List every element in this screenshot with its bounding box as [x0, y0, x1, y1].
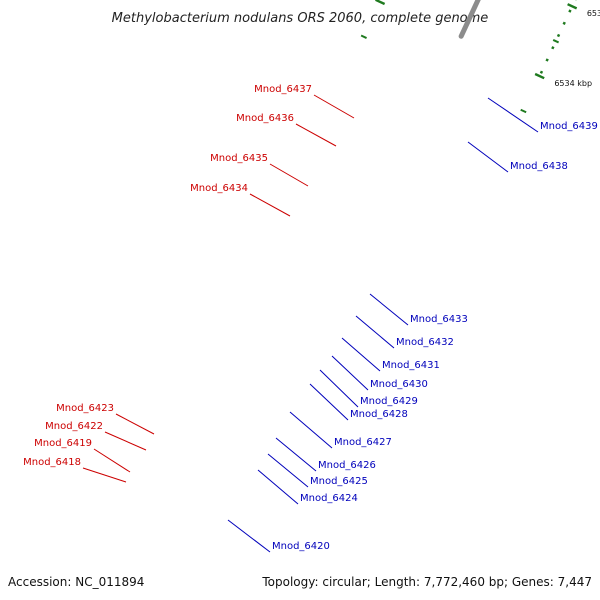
gene-label: Mnod_6439 [540, 121, 598, 132]
label-leader-line [269, 163, 309, 187]
minor-tick [552, 39, 560, 44]
label-leader-line [275, 437, 317, 472]
label-leader-line [82, 467, 127, 483]
gene-label: Mnod_6429 [360, 396, 418, 407]
gene-label: Mnod_6424 [300, 493, 358, 504]
gene-labels-layer: Mnod_6437 Mnod_6436 Mnod_6435 Mnod_6434 Mnod… [23, 84, 598, 553]
gene-label: Mnod_6437 [254, 84, 312, 95]
label-leader-line [369, 293, 409, 326]
label-leader-line [319, 369, 359, 408]
label-leader-line [487, 97, 539, 133]
gene-label: Mnod_6419 [34, 438, 92, 449]
gene-label: Mnod_6425 [310, 476, 368, 487]
gene-label: Mnod_6420 [272, 541, 330, 552]
gene-label: Mnod_6431 [382, 360, 440, 371]
gene-label: Mnod_6427 [334, 437, 392, 448]
label-leader-line [257, 469, 299, 505]
gene-label: Mnod_6436 [236, 113, 294, 124]
gene-label: Mnod_6423 [56, 403, 114, 414]
scale-ticks-layer: 6516 kbp6518 kbp6520 kbp6522 kbp6524 kbp… [360, 0, 600, 114]
gene-label: Mnod_6433 [410, 314, 468, 325]
label-leader-line [289, 411, 333, 449]
label-leader-line [227, 519, 271, 553]
label-leader-line [309, 383, 349, 421]
map-title: Methylobacterium nodulans ORS 2060, comp… [112, 11, 489, 26]
gene-label: Mnod_6430 [370, 379, 428, 390]
gene-label: Mnod_6438 [510, 161, 568, 172]
gene-label: Mnod_6426 [318, 460, 376, 471]
gene-label: Mnod_6432 [396, 337, 454, 348]
gene-label: Mnod_6434 [190, 183, 248, 194]
minor-tick [360, 34, 367, 39]
scale-tick [567, 3, 578, 10]
gene-label: Mnod_6418 [23, 457, 81, 468]
scale-tick-label: 6534 kbp [554, 79, 592, 88]
label-leader-line [467, 141, 509, 173]
gene-label: Mnod_6422 [45, 421, 103, 432]
scale-tick [375, 0, 386, 6]
label-leader-line [93, 448, 131, 473]
accession-text: Accession: NC_011894 [8, 575, 144, 589]
label-leader-line [355, 315, 395, 349]
gene-label: Mnod_6428 [350, 409, 408, 420]
label-leader-line [331, 355, 369, 391]
genome-summary-text: Topology: circular; Length: 7,772,460 bp… [261, 575, 592, 589]
label-leader-line [249, 193, 291, 217]
label-leader-line [104, 431, 147, 451]
scale-tick-label: 6532 kbp [587, 9, 600, 18]
label-leader-line [341, 337, 381, 372]
scale-tick [534, 72, 545, 80]
gene-label: Mnod_6435 [210, 153, 268, 164]
label-leader-line [267, 453, 309, 488]
minor-tick [520, 108, 527, 114]
label-leader-line [313, 94, 355, 119]
label-leader-line [115, 413, 155, 435]
label-leader-line [295, 123, 337, 147]
